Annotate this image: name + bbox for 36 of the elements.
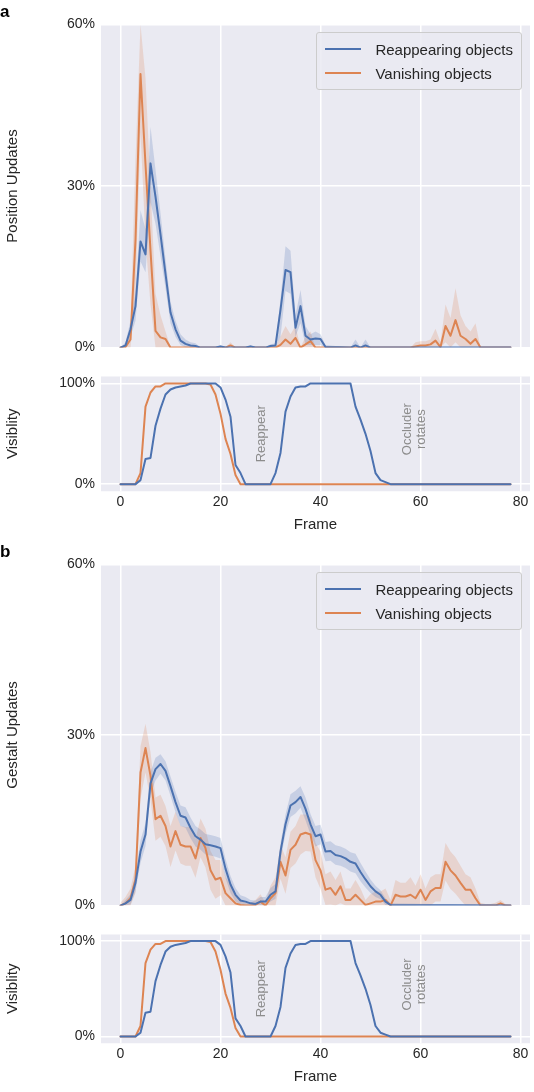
y-tick-label: 60% [66,15,95,32]
x-tick-label: 60 [412,493,429,510]
x-tick-label: 20 [212,493,229,510]
y-tick-label: 0% [74,896,95,913]
y-tick-label: 30% [66,725,95,742]
annotation: Occluder rotates [398,402,428,456]
y-tick-label: 30% [66,176,95,193]
x-axis-title: Frame [293,515,338,533]
y-tick-label: 0% [74,338,95,355]
chart-title: b [0,541,11,561]
x-tick-label: 80 [512,1045,529,1062]
y-axis-title: Gestalt Updates [3,681,21,789]
x-tick-label: 40 [312,1045,329,1062]
x-tick-label: 60 [412,1045,429,1062]
x-tick-label: 0 [116,1045,125,1062]
legend-label: Vanishing objects [375,64,492,82]
legend-label: Reappearing objects [375,580,513,598]
x-tick-label: 80 [512,493,529,510]
y-axis-title: Position Updates [3,129,21,243]
annotation: Reappear [253,404,269,463]
y-tick-label: 0% [74,1027,95,1044]
y-tick-label: 100% [59,931,95,948]
y-tick-label: 0% [74,475,95,492]
x-tick-label: 20 [212,1045,229,1062]
y-tick-label: 100% [59,374,95,391]
y-axis-title: Visiblity [3,408,21,460]
legend-label: Reappearing objects [375,40,513,58]
annotation: Reappear [253,959,269,1018]
annotation: Occluder rotates [398,957,428,1011]
legend-label: Vanishing objects [375,604,492,622]
x-axis-title: Frame [293,1067,338,1085]
chart-title: a [0,1,10,21]
x-tick-label: 0 [116,493,125,510]
x-tick-label: 40 [312,493,329,510]
y-tick-label: 60% [66,555,95,572]
y-axis-title: Visiblity [3,963,21,1015]
